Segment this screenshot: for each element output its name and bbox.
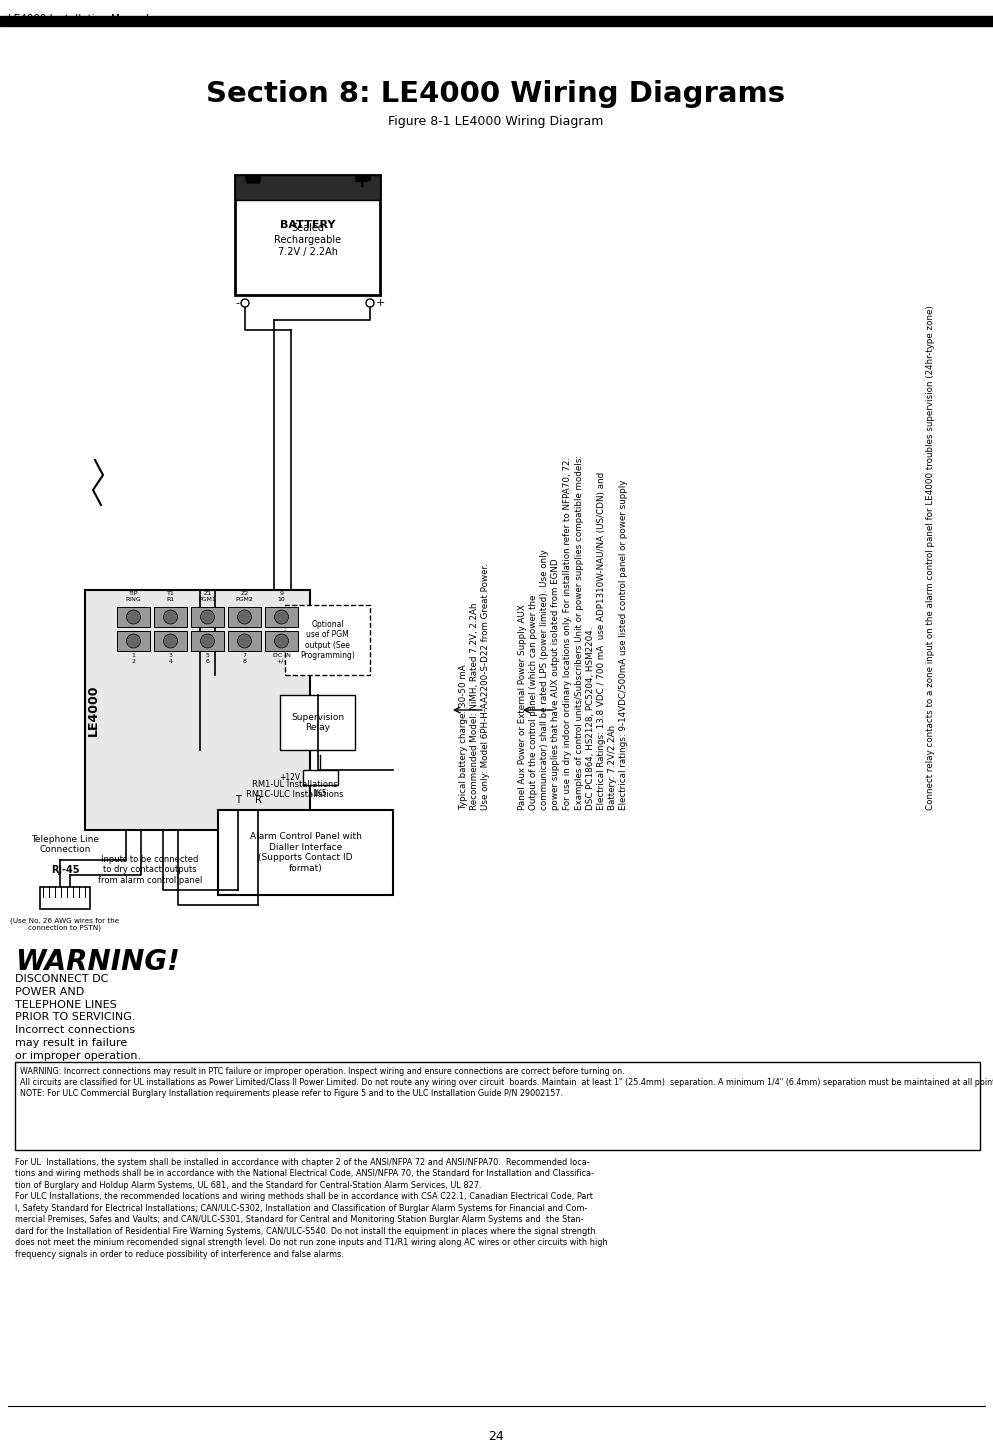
Text: +: +: [354, 172, 370, 191]
Bar: [245, 175, 260, 180]
Circle shape: [201, 635, 214, 648]
Text: DC IN
+/-: DC IN +/-: [272, 653, 290, 664]
Text: DISCONNECT DC
POWER AND
TELEPHONE LINES
PRIOR TO SERVICING.
Incorrect connection: DISCONNECT DC POWER AND TELEPHONE LINES …: [15, 974, 141, 1061]
Bar: [40, 887, 90, 909]
Bar: [0, 16, 993, 26]
Bar: [191, 630, 224, 651]
Text: T: T: [235, 796, 241, 806]
Bar: [303, 769, 338, 785]
Text: Optional
use of PGM
output (See
Programming): Optional use of PGM output (See Programm…: [300, 620, 355, 661]
Circle shape: [201, 610, 214, 625]
Circle shape: [164, 635, 178, 648]
Bar: [117, 607, 150, 627]
Bar: [235, 175, 380, 200]
Text: 1
2: 1 2: [131, 653, 135, 664]
Bar: [235, 175, 380, 296]
Text: RJ-45: RJ-45: [51, 865, 79, 875]
Text: +12V: +12V: [279, 772, 301, 782]
Text: TIP
RING: TIP RING: [126, 591, 141, 601]
Text: 1K5: 1K5: [313, 790, 328, 798]
Circle shape: [237, 635, 251, 648]
Text: 24: 24: [489, 1430, 503, 1443]
Text: BATTERY: BATTERY: [280, 220, 336, 230]
Circle shape: [274, 635, 289, 648]
Text: Alarm Control Panel with
Dialler Interface
(Supports Contact ID
format): Alarm Control Panel with Dialler Interfa…: [249, 832, 361, 872]
Bar: [280, 696, 355, 751]
Bar: [265, 607, 298, 627]
Circle shape: [274, 610, 289, 625]
Text: R: R: [254, 796, 261, 806]
Bar: [265, 630, 298, 651]
Text: 3
4: 3 4: [169, 653, 173, 664]
Text: Telephone Line
Connection: Telephone Line Connection: [31, 835, 99, 855]
Text: For use in dry indoor ordinary locations only. For installation refer to NFPA70,: For use in dry indoor ordinary locations…: [563, 455, 628, 810]
Text: Typical battery charge: 30-50 mA
Recommended Model: NiMH, Rated 7.2V, 2.2Ah
Use : Typical battery charge: 30-50 mA Recomme…: [459, 564, 490, 810]
Text: T1
R1: T1 R1: [167, 591, 175, 601]
Bar: [228, 630, 261, 651]
Bar: [85, 590, 310, 830]
Text: −: −: [243, 172, 262, 193]
Text: LE4000 Installation Manual: LE4000 Installation Manual: [8, 14, 149, 25]
Text: 9
10: 9 10: [278, 591, 285, 601]
Bar: [117, 630, 150, 651]
Text: Z2
PGM2: Z2 PGM2: [235, 591, 253, 601]
Circle shape: [366, 298, 374, 307]
Text: Figure 8-1 LE4000 Wiring Diagram: Figure 8-1 LE4000 Wiring Diagram: [388, 114, 604, 128]
Bar: [218, 810, 393, 895]
Text: Supervision
Relay: Supervision Relay: [291, 713, 344, 732]
Text: RM1-UL Installations
RM1C-ULC Installations: RM1-UL Installations RM1C-ULC Installati…: [246, 780, 344, 800]
Circle shape: [126, 635, 140, 648]
Bar: [228, 607, 261, 627]
Text: +: +: [376, 298, 385, 309]
Text: Panel Aux Power or External Power Supply AUX
Output of the control panel (which : Panel Aux Power or External Power Supply…: [517, 549, 560, 810]
Text: Z1
PGM1: Z1 PGM1: [199, 591, 216, 601]
Bar: [191, 607, 224, 627]
Bar: [285, 606, 370, 675]
Text: (Use No. 26 AWG wires for the
connection to PSTN): (Use No. 26 AWG wires for the connection…: [10, 917, 119, 932]
Text: Sealed
Rechargeable
7.2V / 2.2Ah: Sealed Rechargeable 7.2V / 2.2Ah: [274, 223, 341, 256]
Bar: [15, 1062, 980, 1151]
Bar: [355, 175, 370, 180]
Circle shape: [126, 610, 140, 625]
Text: 5
6: 5 6: [206, 653, 210, 664]
Text: WARNING!: WARNING!: [15, 948, 180, 977]
Text: 7
8: 7 8: [242, 653, 246, 664]
Bar: [154, 630, 187, 651]
Text: Connect relay contacts to a zone input on the alarm control panel for LE4000 tro: Connect relay contacts to a zone input o…: [926, 306, 935, 810]
Text: Inputs to be connected
to dry contact outputs
from alarm control panel: Inputs to be connected to dry contact ou…: [98, 855, 203, 885]
Text: Section 8: LE4000 Wiring Diagrams: Section 8: LE4000 Wiring Diagrams: [207, 80, 785, 109]
Text: -: -: [235, 298, 239, 309]
Circle shape: [164, 610, 178, 625]
Text: LE4000: LE4000: [86, 684, 99, 736]
Text: For UL  Installations, the system shall be installed in accordance with chapter : For UL Installations, the system shall b…: [15, 1158, 608, 1259]
Text: WARNING: Incorrect connections may result in PTC failure or improper operation. : WARNING: Incorrect connections may resul…: [20, 1066, 993, 1098]
Circle shape: [237, 610, 251, 625]
Bar: [154, 607, 187, 627]
Circle shape: [241, 298, 249, 307]
